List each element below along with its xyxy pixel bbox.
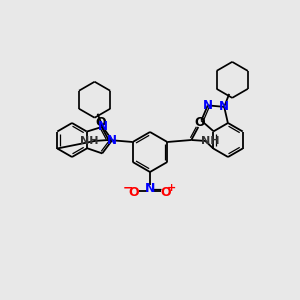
Text: N: N [106,134,117,147]
Text: −: − [123,182,133,194]
Text: N: N [219,100,229,113]
Text: O: O [194,116,205,128]
Text: NH: NH [201,136,220,146]
Text: O: O [129,185,139,199]
Text: N: N [145,182,155,194]
Text: NH: NH [80,136,99,146]
Text: N: N [203,99,213,112]
Text: +: + [167,183,177,193]
Text: O: O [95,116,106,128]
Text: N: N [98,120,108,133]
Text: O: O [161,185,171,199]
